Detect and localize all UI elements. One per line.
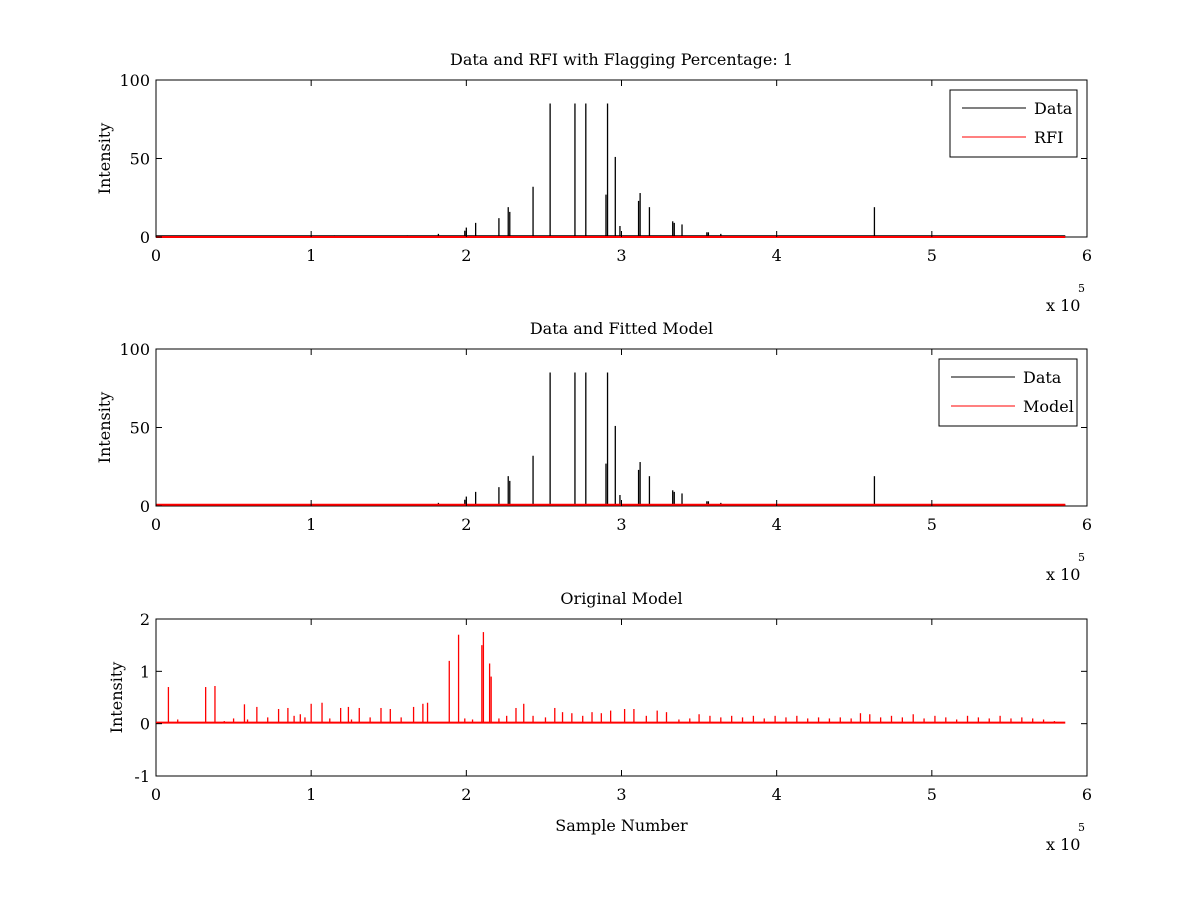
legend-label: RFI	[1034, 128, 1063, 147]
y-tick-label: 100	[119, 71, 150, 90]
x-multiplier-base: x 10	[1046, 835, 1080, 854]
x-tick-label: 5	[927, 785, 937, 804]
x-tick-label: 6	[1082, 785, 1092, 804]
series-1	[156, 632, 1066, 724]
plot-area	[155, 618, 1088, 777]
y-tick-label: 1	[140, 662, 150, 681]
x-tick-label: 4	[772, 246, 782, 265]
y-axis-label: Intensity	[107, 662, 126, 734]
plot-area	[155, 79, 1088, 238]
y-tick-label: 0	[140, 228, 150, 247]
chart-title: Data and RFI with Flagging Percentage: 1	[450, 50, 793, 69]
x-multiplier-base: x 10	[1046, 296, 1080, 315]
legend-box	[949, 89, 1078, 158]
legend-label: Model	[1023, 397, 1074, 416]
y-tick-label: 0	[140, 715, 150, 734]
x-tick-label: 0	[151, 515, 161, 534]
y-axis-label: Intensity	[95, 123, 114, 195]
chart-title: Original Model	[560, 589, 682, 608]
x-multiplier-base: x 10	[1046, 565, 1080, 584]
x-tick-label: 2	[461, 785, 471, 804]
x-tick-label: 2	[461, 246, 471, 265]
x-tick-label: 3	[616, 785, 626, 804]
chart-title: Data and Fitted Model	[530, 319, 713, 338]
y-tick-label: 100	[119, 340, 150, 359]
x-tick-label: 3	[616, 515, 626, 534]
legend-label: Data	[1034, 99, 1073, 118]
x-tick-label: 1	[306, 785, 316, 804]
legend-box	[938, 358, 1078, 427]
x-tick-label: 4	[772, 515, 782, 534]
x-multiplier-exponent: 5	[1078, 821, 1085, 834]
x-tick-label: 5	[927, 515, 937, 534]
legend: Data RFI	[949, 89, 1078, 158]
series-1-data	[156, 103, 1066, 238]
legend-label: Data	[1023, 368, 1062, 387]
y-tick-label: -1	[134, 767, 150, 786]
x-axis-label: Sample Number	[555, 816, 688, 835]
y-tick-label: 0	[140, 497, 150, 516]
x-tick-label: 5	[927, 246, 937, 265]
y-tick-label: 50	[130, 150, 150, 169]
x-tick-label: 1	[306, 246, 316, 265]
x-tick-label: 2	[461, 515, 471, 534]
y-axis-label: Intensity	[95, 392, 114, 464]
x-tick-label: 1	[306, 515, 316, 534]
series-1-data	[156, 372, 1066, 507]
x-tick-label: 6	[1082, 515, 1092, 534]
legend: Data Model	[938, 358, 1078, 427]
x-tick-label: 4	[772, 785, 782, 804]
x-tick-label: 6	[1082, 246, 1092, 265]
x-tick-label: 0	[151, 785, 161, 804]
x-tick-label: 0	[151, 246, 161, 265]
y-tick-label: 50	[130, 419, 150, 438]
x-tick-label: 3	[616, 246, 626, 265]
x-multiplier-exponent: 5	[1078, 282, 1085, 295]
x-multiplier-exponent: 5	[1078, 551, 1085, 564]
y-tick-label: 2	[140, 610, 150, 629]
